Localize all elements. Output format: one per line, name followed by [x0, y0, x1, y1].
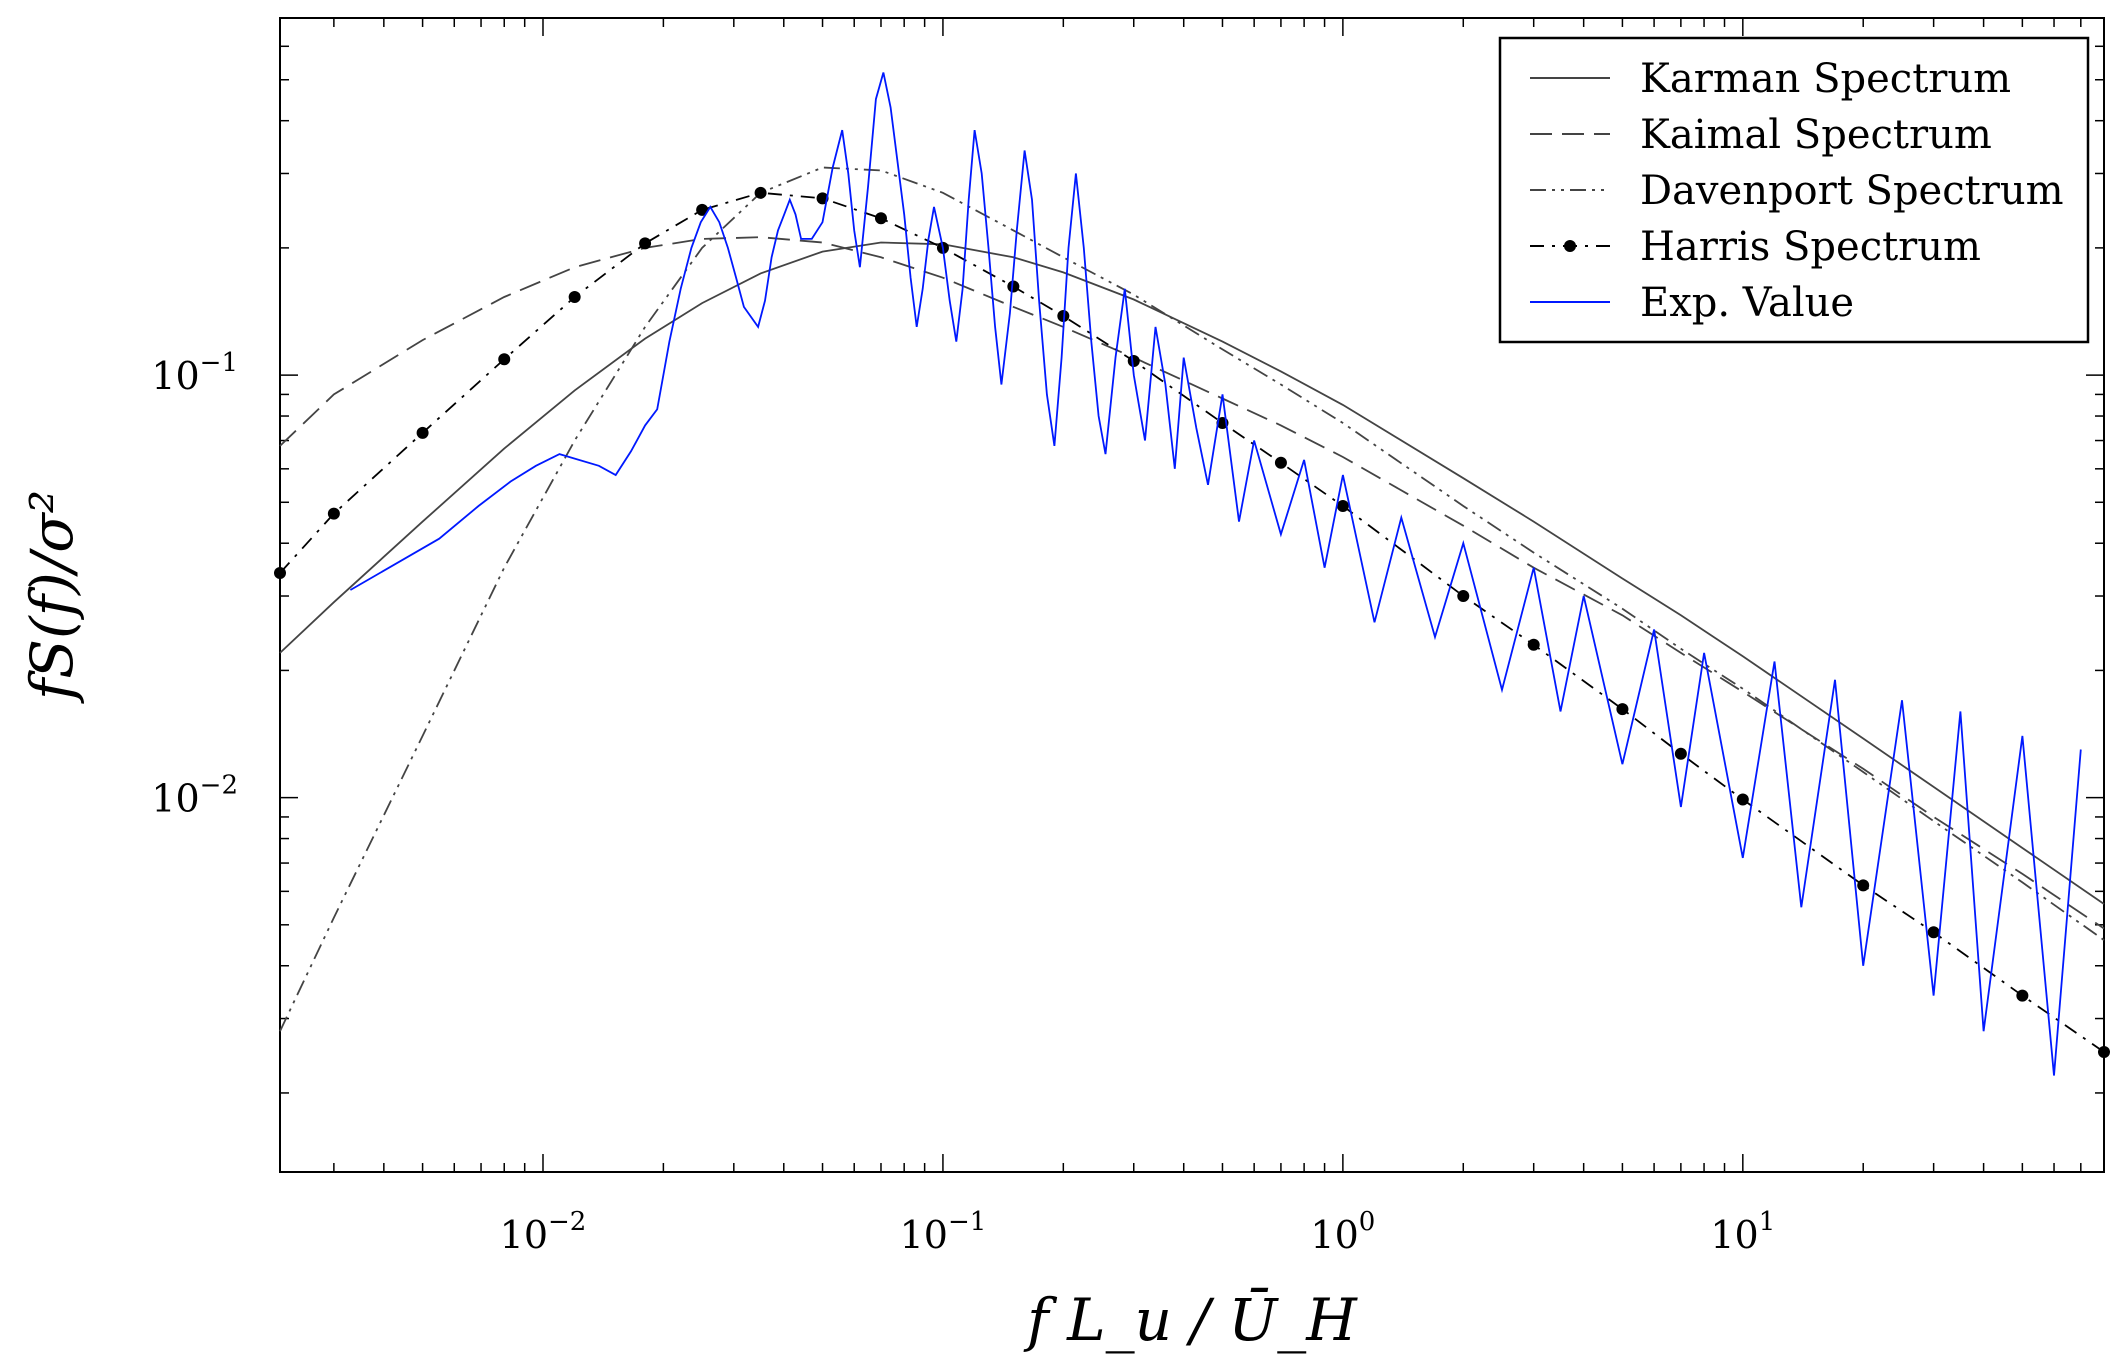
x-axis-title: f L_u / Ū_H: [1023, 1286, 1358, 1354]
harris-marker: [2098, 1046, 2110, 1059]
harris-marker: [568, 291, 581, 304]
legend-label-0: Karman Spectrum: [1640, 56, 2011, 102]
harris-marker: [1457, 590, 1470, 603]
harris-marker: [639, 237, 652, 250]
harris-marker: [1527, 638, 1540, 651]
harris-marker: [1336, 499, 1349, 512]
ticks-layer: 10−2 10−1 100 101 10−2 10−1: [151, 18, 2105, 1257]
harris-marker: [754, 186, 767, 199]
series-line-2: [279, 166, 2105, 1032]
legend-box: [1498, 36, 2090, 344]
legend: Karman Spectrum Kaimal Spectrum Davenport …: [1498, 36, 2090, 344]
series-line-1: [279, 236, 2105, 930]
harris-marker: [1616, 703, 1629, 716]
legend-label-4: Exp. Value: [1640, 280, 1854, 326]
series-line-3: [279, 191, 2105, 1053]
series-line-4: [349, 72, 2082, 1076]
x-tick-label: 101: [1710, 1207, 1775, 1257]
harris-marker: [696, 203, 709, 216]
y-tick-label: 10−1: [151, 348, 238, 398]
harris-marker: [874, 212, 887, 225]
harris-marker: [1927, 926, 1940, 939]
x-tick-label: 10−1: [900, 1207, 987, 1257]
plot-frame: [279, 17, 2105, 1173]
harris-marker: [498, 353, 511, 366]
legend-marker: [1564, 240, 1576, 252]
harris-marker: [1127, 354, 1140, 367]
y-axis-title: fS(f)/σ²: [18, 490, 86, 704]
axis-titles: f L_u / Ū_H fS(f)/σ²: [18, 490, 1358, 1354]
harris-marker: [416, 426, 429, 439]
x-tick-label: 10−2: [500, 1207, 587, 1257]
series-line-0: [279, 241, 2105, 905]
legend-label-1: Kaimal Spectrum: [1640, 112, 1992, 158]
x-tick-label: 100: [1310, 1207, 1375, 1257]
series-layer: [274, 72, 2110, 1076]
legend-label-3: Harris Spectrum: [1640, 224, 1981, 270]
harris-marker: [1857, 879, 1870, 892]
y-tick-label: 10−2: [151, 771, 238, 821]
harris-marker: [1674, 747, 1687, 760]
harris-marker: [327, 507, 340, 520]
harris-marker: [1274, 456, 1287, 469]
legend-label-2: Davenport Spectrum: [1640, 168, 2064, 214]
harris-marker: [1736, 793, 1749, 806]
harris-marker: [2016, 989, 2029, 1002]
harris-marker: [274, 567, 286, 580]
harris-marker: [1007, 280, 1020, 293]
